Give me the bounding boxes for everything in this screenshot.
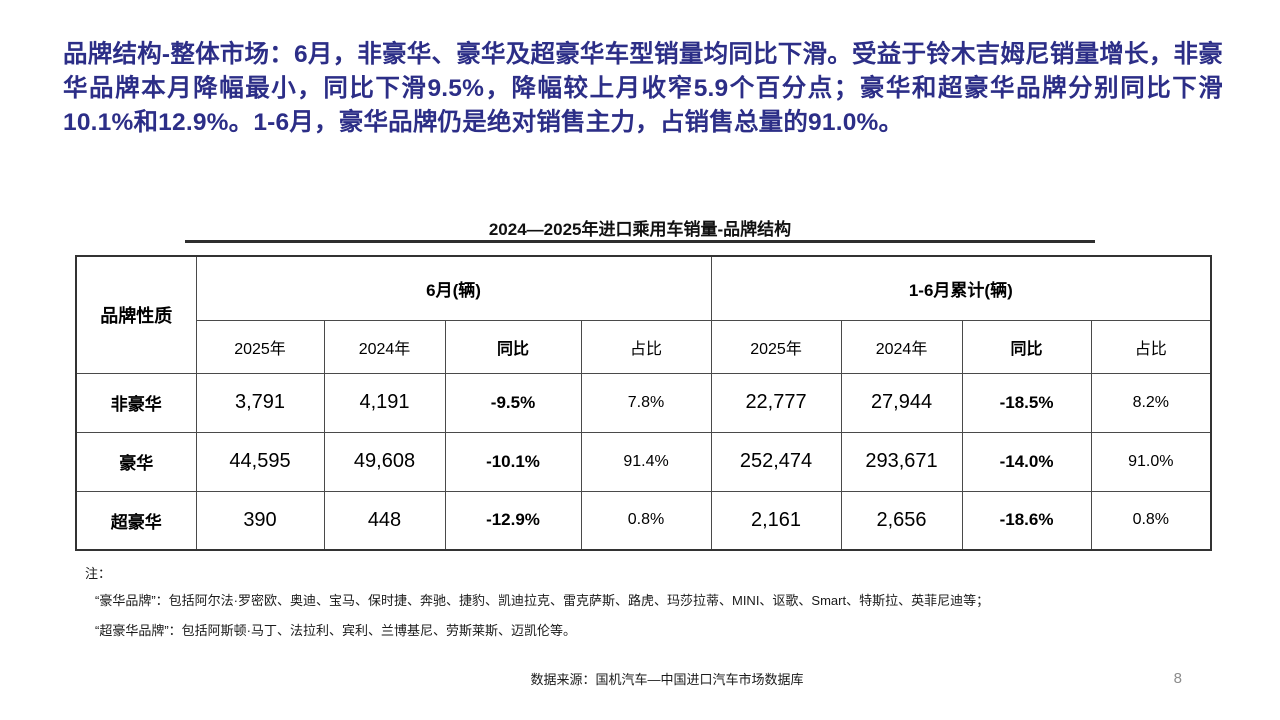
row-label: 非豪华: [75, 372, 197, 433]
cell-ytd-2025: 252,474: [710, 431, 842, 492]
table-row-super-luxury: 超豪华 390 448 -12.9% 0.8% 2,161 2,656 -18.…: [75, 490, 1212, 551]
cell-ytd-share: 91.0%: [1090, 431, 1212, 492]
group-header-june: 6月(辆): [195, 255, 712, 321]
row-label: 超豪华: [75, 490, 197, 551]
cell-june-2024: 448: [323, 490, 446, 551]
cell-ytd-2024: 293,671: [840, 431, 963, 492]
cell-june-share: 91.4%: [580, 431, 712, 492]
cell-ytd-yoy: -18.6%: [961, 490, 1092, 551]
cell-june-2025: 390: [195, 490, 325, 551]
cell-ytd-2024: 2,656: [840, 490, 963, 551]
footnotes: 注： “豪华品牌”：包括阿尔法·罗密欧、奥迪、宝马、保时捷、奔驰、捷豹、凯迪拉克…: [85, 563, 1215, 651]
group-header-ytd: 1-6月累计(辆): [710, 255, 1212, 321]
subheader-june-2024: 2024年: [323, 319, 446, 374]
subheader-june-2025: 2025年: [195, 319, 325, 374]
note-super-luxury-brands: “超豪华品牌”：包括阿斯顿·马丁、法拉利、宾利、兰博基尼、劳斯莱斯、迈凯伦等。: [95, 623, 576, 638]
headline: 品牌结构-整体市场：6月，非豪华、豪华及超豪华车型销量均同比下滑。受益于铃木吉姆…: [63, 41, 1223, 136]
cell-june-2024: 49,608: [323, 431, 446, 492]
cell-june-yoy: -12.9%: [444, 490, 582, 551]
cell-june-share: 0.8%: [580, 490, 712, 551]
sales-table: 品牌性质 6月(辆) 1-6月累计(辆) 2025年 2024年 同比 占比 2…: [75, 255, 1213, 551]
note-luxury-brands: “豪华品牌”：包括阿尔法·罗密欧、奥迪、宝马、保时捷、奔驰、捷豹、凯迪拉克、雷克…: [95, 593, 990, 608]
subheader-june-yoy: 同比: [444, 319, 582, 374]
cell-ytd-share: 8.2%: [1090, 372, 1212, 433]
subheader-ytd-2024: 2024年: [840, 319, 963, 374]
table-row-luxury: 豪华 44,595 49,608 -10.1% 91.4% 252,474 29…: [75, 431, 1212, 492]
cell-june-2025: 44,595: [195, 431, 325, 492]
cell-ytd-2024: 27,944: [840, 372, 963, 433]
row-label: 豪华: [75, 431, 197, 492]
cell-ytd-2025: 22,777: [710, 372, 842, 433]
page-number: 8: [1173, 670, 1182, 687]
corner-header: 品牌性质: [75, 255, 197, 374]
cell-ytd-share: 0.8%: [1090, 490, 1212, 551]
subheader-ytd-yoy: 同比: [961, 319, 1092, 374]
note-label: 注：: [85, 566, 112, 581]
title-underline: [185, 240, 1095, 243]
table-title: 2024—2025年进口乘用车销量-品牌结构: [488, 220, 792, 239]
cell-ytd-yoy: -14.0%: [961, 431, 1092, 492]
cell-ytd-2025: 2,161: [710, 490, 842, 551]
cell-june-share: 7.8%: [580, 372, 712, 433]
cell-june-2025: 3,791: [195, 372, 325, 433]
data-source: 数据来源：国机汽车—中国进口汽车市场数据库: [530, 672, 804, 687]
cell-june-yoy: -10.1%: [444, 431, 582, 492]
cell-june-2024: 4,191: [323, 372, 446, 433]
subheader-ytd-2025: 2025年: [710, 319, 842, 374]
subheader-ytd-share: 占比: [1090, 319, 1212, 374]
table-row-non-luxury: 非豪华 3,791 4,191 -9.5% 7.8% 22,777 27,944…: [75, 372, 1212, 433]
subheader-june-share: 占比: [580, 319, 712, 374]
cell-june-yoy: -9.5%: [444, 372, 582, 433]
cell-ytd-yoy: -18.5%: [961, 372, 1092, 433]
